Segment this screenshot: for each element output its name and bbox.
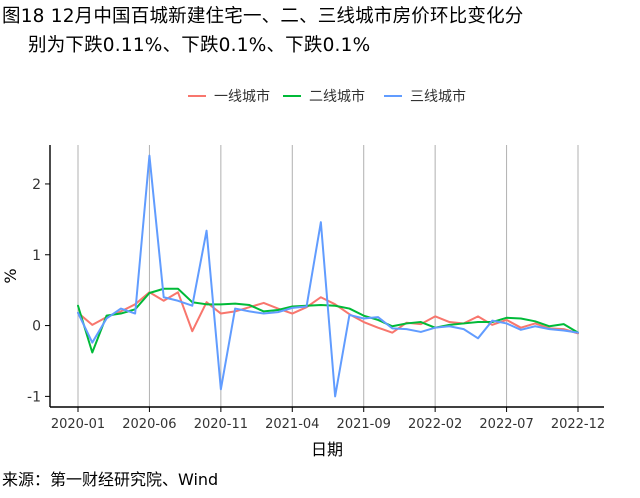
x-tick-label: 2022-07	[479, 417, 533, 432]
chart-title-line-1: 图18 12月中国百城新建住宅一、二、三线城市房价环比变化分	[2, 6, 524, 27]
chart-title-line-2: 别为下跌0.11%、下跌0.1%、下跌0.1%	[28, 35, 371, 56]
y-tick-label: 0	[32, 319, 41, 335]
x-tick-label: 2022-02	[408, 417, 462, 432]
series-line-3	[77, 154, 579, 398]
x-tick-label: 2022-12	[551, 417, 605, 432]
x-tick-label: 2020-11	[194, 417, 248, 432]
legend-label-2: 二线城市	[309, 88, 365, 105]
legend-label-1: 一线城市	[214, 88, 270, 105]
x-tick-label: 2020-06	[122, 417, 176, 432]
source-note: 来源：第一财经研究院、Wind	[2, 470, 219, 489]
x-tick-label: 2020-01	[51, 417, 105, 432]
y-tick-label: -1	[27, 389, 41, 405]
x-tick-label: 2021-04	[265, 417, 319, 432]
x-tick-label: 2021-09	[337, 417, 391, 432]
y-axis-title: %	[1, 268, 20, 283]
legend-label-3: 三线城市	[410, 88, 466, 105]
y-tick-label: 1	[32, 248, 41, 264]
chart-title: 图18 12月中国百城新建住宅一、二、三线城市房价环比变化分 别为下跌0.11%…	[2, 2, 638, 60]
y-tick-label: 2	[32, 177, 41, 193]
x-axis-title: 日期	[311, 440, 343, 459]
